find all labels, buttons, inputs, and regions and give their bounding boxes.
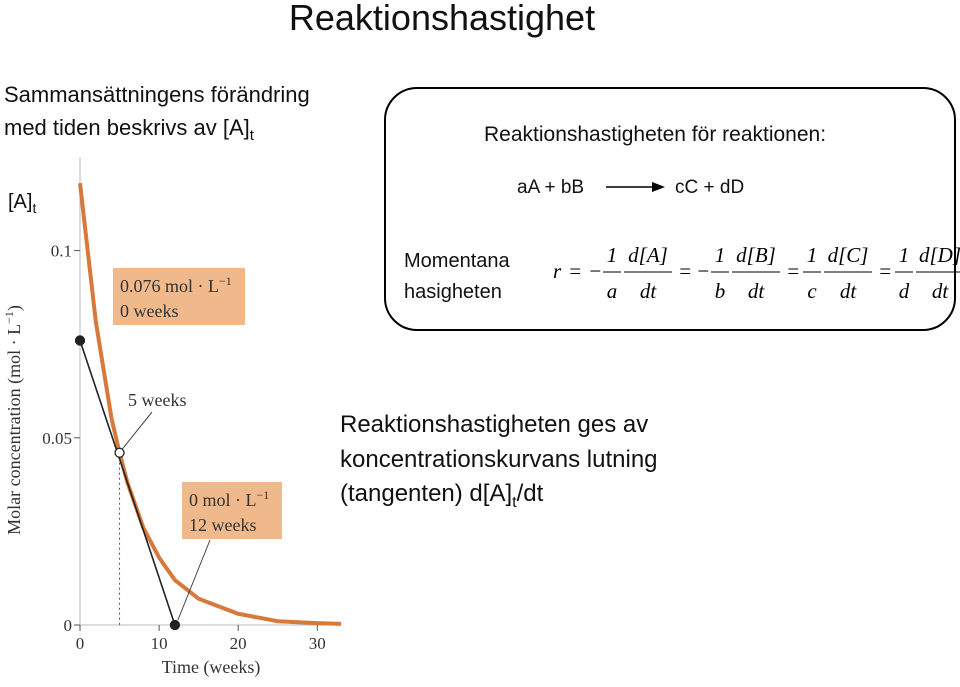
reactants: aA + bB: [517, 177, 584, 198]
data-point: [114, 447, 125, 458]
eq-equals: =: [568, 259, 582, 283]
x-tick-label: 0: [76, 634, 85, 653]
intro-text: med tiden beskrivs av [A]: [4, 115, 250, 140]
subscript: t: [32, 200, 36, 216]
rate-equation: r = −1ad[A]dt= −1bd[B]dt=1cd[C]dt=1dd[D]dt: [553, 243, 960, 303]
deriv-den: dt: [748, 279, 766, 303]
coef-den: b: [715, 279, 726, 303]
superscript: −1: [219, 274, 232, 288]
symbol-text: [A]: [8, 191, 32, 213]
subscript: t: [250, 127, 255, 144]
superscript: −1: [257, 488, 270, 502]
annotation-box: [182, 482, 282, 539]
deriv-den: dt: [840, 279, 858, 303]
coef-den: c: [807, 279, 817, 303]
box-heading: Reaktionshastigheten för reaktionen:: [484, 123, 826, 146]
eq-sign: −: [588, 259, 602, 283]
tangent-line: [79, 340, 176, 626]
deriv-den: dt: [932, 279, 950, 303]
deriv-num: d[A]: [628, 243, 668, 267]
deriv-num: d[C]: [828, 243, 869, 267]
coef-num: 1: [807, 243, 818, 267]
annotation-text: 0 mol · L−1: [189, 488, 269, 510]
data-point: [169, 619, 181, 631]
eq-equals: =: [678, 259, 692, 283]
conclusion-line: Reaktionshastigheten ges av: [340, 411, 648, 438]
products: cC + dD: [675, 177, 744, 198]
conclusion-text: (tangenten) d[A]: [340, 480, 512, 507]
x-tick-label: 30: [309, 634, 326, 653]
deriv-den: dt: [640, 279, 658, 303]
deriv-num: d[B]: [736, 243, 776, 267]
y-tick-label: 0.1: [51, 242, 72, 261]
annotation-text: 5 weeks: [128, 390, 186, 410]
y-label-text: Molar concentration (mol · L: [4, 324, 25, 535]
y-label-text: ): [4, 305, 25, 311]
concentration-curve: [78, 182, 342, 626]
eq-lhs: r: [553, 259, 562, 283]
coef-num: 1: [715, 243, 726, 267]
coef-num: 1: [607, 243, 618, 267]
x-tick-label: 10: [151, 634, 168, 653]
annotation-line: 0.076 mol · L: [120, 276, 219, 296]
arrow-head: [652, 182, 665, 192]
rate-box: [384, 87, 956, 331]
annotation-line: 0 mol · L: [189, 490, 257, 510]
data-point: [74, 335, 86, 346]
y-axis-label: Molar concentration (mol · L−1): [2, 305, 25, 535]
superscript: −1: [2, 311, 16, 324]
coef-den: d: [899, 279, 910, 303]
annotation-pointer: [122, 411, 153, 450]
eq-sign: −: [696, 259, 710, 283]
axis-symbol: [A]t: [8, 191, 36, 216]
conclusion-text: /dt: [517, 480, 544, 507]
eq-equals: =: [878, 259, 892, 283]
chart: 0 0.05 0.1 0 10 20 30 Time (weeks) Molar concent…: [2, 157, 342, 678]
subscript: t: [512, 494, 517, 511]
annotation-pointer: [177, 539, 211, 621]
conclusion-line: (tangenten) d[A]t/dt: [340, 480, 544, 511]
annotation-text: 0 weeks: [120, 301, 178, 321]
annotation-text: 0.076 mol · L−1: [120, 274, 232, 296]
annotation-text: 12 weeks: [189, 515, 256, 535]
box-label: Momentana: [404, 250, 510, 272]
x-tick-label: 20: [230, 634, 247, 653]
intro-line: med tiden beskrivs av [A]t: [4, 115, 255, 144]
eq-equals: =: [786, 259, 800, 283]
y-tick-label: 0.05: [42, 429, 72, 448]
x-axis-label: Time (weeks): [162, 657, 261, 678]
conclusion-line: koncentrationskurvans lutning: [340, 446, 658, 473]
box-label: hasigheten: [404, 281, 502, 303]
deriv-num: d[D]: [919, 243, 960, 267]
slide-title: Reaktionshastighet: [289, 0, 595, 38]
coef-num: 1: [899, 243, 910, 267]
annotation-box: [113, 268, 245, 325]
y-tick-label: 0: [64, 616, 73, 635]
intro-line: Sammansättningens förändring: [4, 82, 310, 107]
coef-den: a: [607, 279, 618, 303]
